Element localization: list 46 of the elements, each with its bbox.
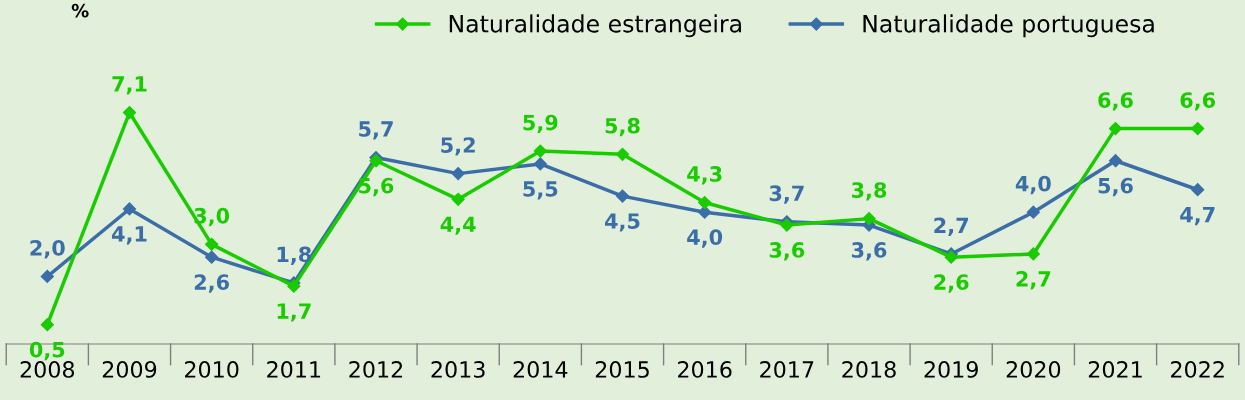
x-tick-label: 2014 bbox=[513, 361, 568, 378]
x-tick-label: 2022 bbox=[1171, 361, 1224, 378]
x-tick-label: 2013 bbox=[431, 361, 485, 378]
data-label: 3,6 bbox=[851, 242, 887, 261]
data-label: 6,6 bbox=[1098, 92, 1133, 111]
data-label: 5,7 bbox=[359, 121, 393, 140]
x-tick-label: 2010 bbox=[185, 361, 239, 378]
data-label: 3,8 bbox=[851, 182, 887, 201]
x-tick-label: 2021 bbox=[1088, 361, 1142, 378]
data-label: 1,8 bbox=[277, 246, 311, 265]
data-label: 7,1 bbox=[112, 76, 147, 95]
data-label: 2,7 bbox=[1016, 271, 1051, 290]
data-label: 0,5 bbox=[29, 341, 65, 361]
data-label: 4,0 bbox=[1015, 175, 1051, 195]
data-label: 2,6 bbox=[194, 274, 229, 293]
legend-label: Naturalidade estrangeira bbox=[449, 14, 741, 38]
data-label: 4,0 bbox=[687, 229, 723, 248]
data-label: 5,6 bbox=[1098, 177, 1133, 197]
x-tick-label: 2017 bbox=[760, 361, 814, 378]
x-tick-label: 2012 bbox=[349, 361, 403, 378]
data-label: 2,0 bbox=[30, 240, 65, 259]
data-label: 4,4 bbox=[440, 216, 476, 235]
data-label: 4,3 bbox=[687, 166, 722, 185]
x-tick-label: 2008 bbox=[20, 361, 75, 378]
x-tick-label: 2016 bbox=[678, 361, 732, 378]
data-label: 4,7 bbox=[1180, 206, 1215, 226]
data-label: 1,7 bbox=[277, 303, 311, 322]
data-label: 2,7 bbox=[934, 217, 968, 236]
data-label: 5,8 bbox=[605, 117, 640, 137]
x-tick-label: 2011 bbox=[267, 361, 321, 378]
data-label: 4,5 bbox=[604, 213, 640, 232]
data-label: 2,6 bbox=[934, 274, 969, 293]
y-axis-title: % bbox=[71, 3, 89, 18]
data-label: 6,6 bbox=[1180, 92, 1216, 111]
x-tick-label: 2018 bbox=[842, 361, 896, 378]
x-tick-label: 2019 bbox=[924, 361, 978, 378]
x-tick-label: 2020 bbox=[1006, 361, 1061, 378]
legend-label: Naturalidade portuguesa bbox=[863, 14, 1154, 38]
data-label: 5,2 bbox=[441, 137, 475, 156]
data-label: 3,6 bbox=[769, 242, 805, 261]
x-tick-label: 2009 bbox=[102, 361, 157, 378]
data-label: 4,1 bbox=[111, 226, 147, 245]
data-label: 5,5 bbox=[523, 181, 558, 200]
x-tick-label: 2015 bbox=[595, 361, 649, 378]
data-label: 3,7 bbox=[769, 185, 804, 204]
data-label: 5,9 bbox=[523, 114, 558, 134]
